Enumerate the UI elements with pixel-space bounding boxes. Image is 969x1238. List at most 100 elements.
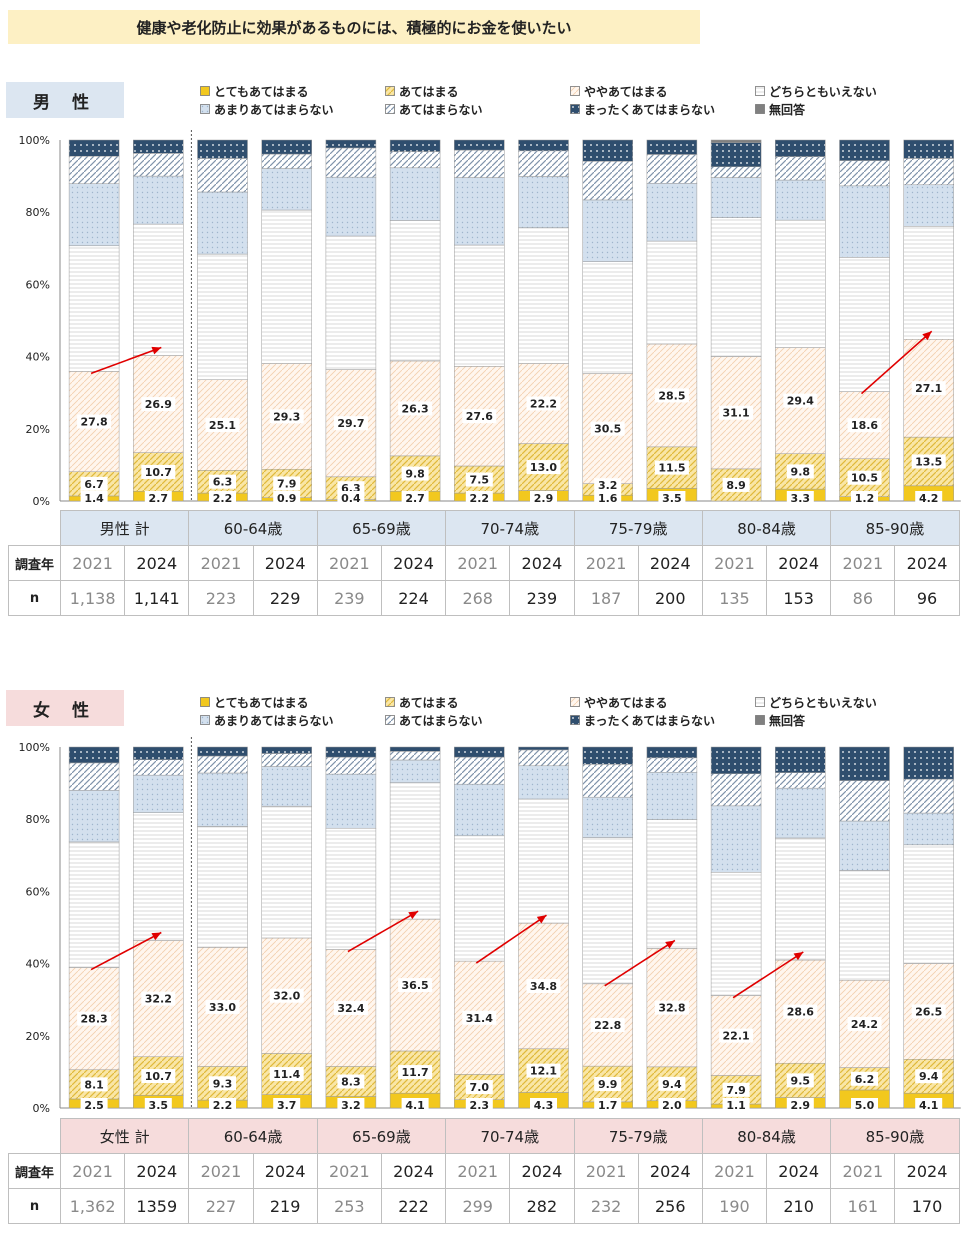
y-tick-label: 100% [19,741,50,754]
table-cell: 2021 [316,545,382,581]
data-label-bg [654,460,689,475]
bar-segment-s4 [325,235,377,370]
legend-swatch [385,715,395,725]
y-tick-label: 40% [26,351,50,364]
data-label-s3: 32.4 [337,1002,364,1015]
bar-segment-s5 [197,191,248,255]
bar-segment-s7 [710,746,762,774]
bar-segment-s4 [68,841,120,968]
table-cell: 2024 [509,1153,575,1189]
bar-segment-s7 [518,139,569,152]
y-tick-label: 20% [26,423,50,436]
table-cell: 229 [252,580,318,616]
data-label-s3: 18.6 [851,419,878,432]
bar-segment-s6 [389,151,441,169]
table-cell: 1,138 [59,580,126,616]
data-label-s1: 2.9 [534,492,554,505]
bar-segment-s7 [903,746,954,780]
table-cell: 135 [701,580,768,616]
bar-segment-s6 [325,147,377,178]
table-row-n: n 1,362 1359 227 219 253 222 299 282 232 256 190 210… [8,1188,960,1224]
table-cell: 1,141 [124,580,190,616]
data-label-s1: 2.0 [662,1099,682,1112]
data-label-s1: 2.7 [405,492,425,505]
table-male: 男性 計 60-64歳 65-69歳 70-74歳 75-79歳 80-84歳 85-90歳… [8,510,960,616]
bar-segment-s7 [68,746,120,764]
legend-label: あてはまる [399,695,459,710]
legend-item: とてもあてはまる [200,694,385,711]
bar: 28.6 9.5 2.9 [775,746,826,1112]
bar-segment-s6 [710,166,762,178]
data-label-s2: 13.5 [915,455,942,468]
table-cell: 170 [894,1188,960,1224]
legend-label: まったくあてはまらない [584,713,716,728]
table-cell: 2024 [252,545,318,581]
table-cell: 2021 [445,545,511,581]
data-label-bg [658,1098,686,1112]
data-label-bg [401,466,429,481]
data-label-s2: 9.8 [791,465,811,478]
legend-label: あてはまらない [399,102,483,117]
data-label-s3: 27.1 [915,382,942,395]
bar-segment-s6 [646,757,698,773]
bar-segment-s5 [710,177,762,218]
data-label-s1: 0.9 [277,492,297,505]
table-cell: 2024 [252,1153,318,1189]
trend-arrow [475,914,547,964]
legend-label: どちらともいえない [769,84,877,99]
data-label-s1: 3.5 [149,1099,169,1112]
trend-arrow [347,910,419,953]
bar-segment-s5 [839,820,890,871]
data-label-bg [144,1098,172,1112]
bar-segment-s4 [646,819,698,949]
bar-segment-s5 [389,167,441,221]
table-cell: 210 [766,1188,832,1224]
table-cell: 219 [252,1188,318,1224]
bar: 32.2 10.7 3.5 [133,746,184,1112]
table-cell: 2021 [316,1153,382,1189]
bar: 32.4 8.3 3.2 [325,746,377,1112]
legend-swatch [755,86,765,96]
bar-segment-s7 [518,746,569,751]
data-label-bg [526,978,561,993]
table-row-year: 調査年 2021 2024 2021 2024 2021 2024 2021 2024 2021 2… [8,545,960,581]
data-label-s3: 29.4 [787,395,814,408]
gender-label-text: 女 性 [33,700,97,721]
data-label-bg [269,988,304,1003]
table-group-header: 60-64歳 [188,1118,318,1154]
bar-segment-s5 [261,766,312,807]
bar: 22.8 9.9 1.7 [582,746,633,1112]
bar-segment-s5 [775,787,826,839]
bar-segment-s7 [454,746,505,758]
data-label-bg [915,1069,943,1084]
bar-segment-s6 [68,762,120,791]
table-cell: 2024 [637,1153,703,1189]
table-cell: 2021 [59,1153,126,1189]
table-corner [9,511,61,546]
table-cell: 153 [766,580,832,616]
legend-row: あまりあてはまらない あてはまらない まったくあてはまらない 無回答 [200,711,940,729]
table-row-label: 調査年 [8,1153,61,1189]
bar-segment-s5 [261,168,312,211]
table-row-n: n 1,138 1,141 223 229 239 224 268 239 187 200 135 15… [8,580,960,616]
y-tick-label: 0% [33,1102,50,1115]
data-label-bg [526,1063,561,1078]
table-cell: 1359 [124,1188,190,1224]
data-label-bg [594,1076,622,1091]
data-label-s3: 26.3 [402,402,429,415]
table-cell: 2021 [701,1153,768,1189]
legend-swatch [570,715,580,725]
table-row-label: n [8,580,61,616]
data-label-bg [847,470,882,485]
legend-label: ややあてはまる [584,84,668,99]
bar-segment-s4 [518,798,569,924]
data-label-s3: 28.3 [81,1013,108,1026]
bar: 26.3 9.8 2.7 [389,139,441,505]
table-row-label: n [8,1188,61,1224]
bar-segment-s7 [775,746,826,773]
legend-female: とてもあてはまる あてはまる ややあてはまる どちらともいえない あまりあてはまらないあ… [200,693,940,729]
bar-segment-s7 [197,139,248,159]
table-group-header: 65-69歳 [316,1118,447,1154]
bar-segment-s5 [518,765,569,800]
data-label-s1: 2.5 [84,1099,104,1112]
